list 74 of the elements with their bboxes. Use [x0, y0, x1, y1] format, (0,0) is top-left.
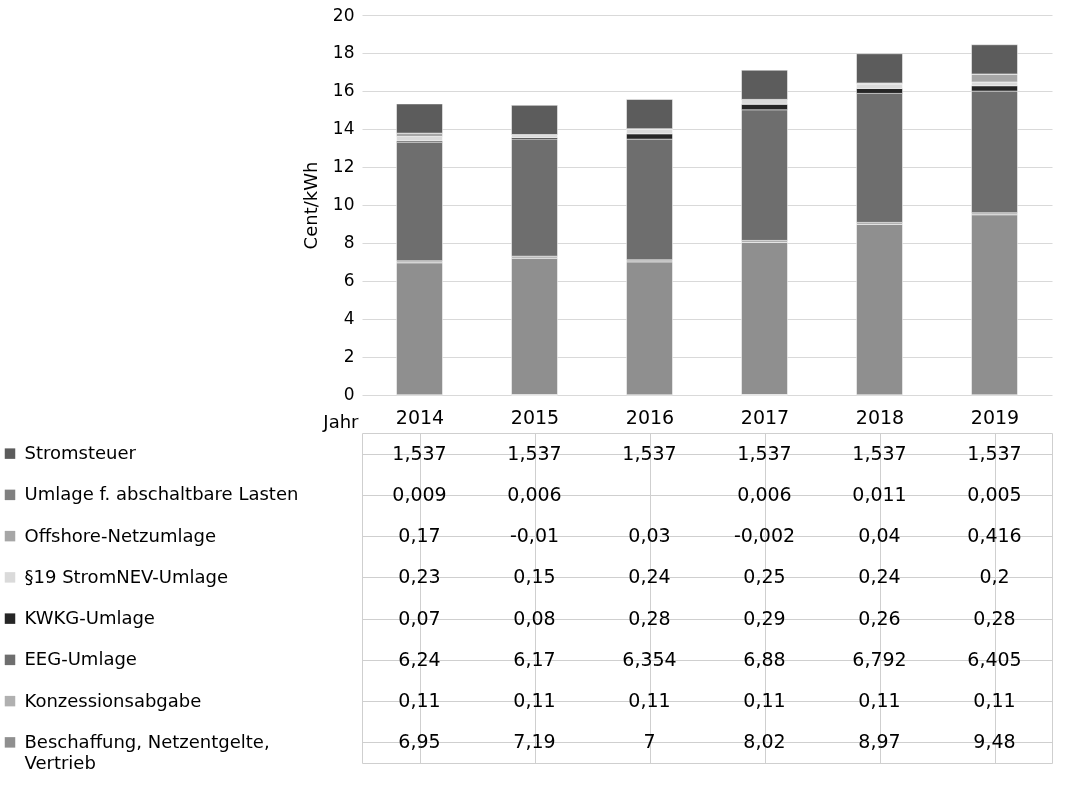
x-tick-label: 2018: [855, 405, 905, 428]
data-label: 0,11: [513, 689, 556, 712]
data-label: 0,006: [737, 482, 792, 505]
data-label: 6,792: [852, 647, 907, 670]
data-label: 7: [643, 730, 656, 753]
data-label: 0,009: [392, 482, 447, 505]
data-label: 0,24: [858, 565, 901, 588]
data-label: 0,15: [513, 565, 556, 588]
legend-label: §19 StromNEV-Umlage: [24, 565, 228, 587]
data-label: 6,95: [398, 730, 441, 753]
y-tick-label: 8: [343, 232, 355, 253]
data-label: 0,28: [973, 606, 1016, 629]
data-label: 8,97: [858, 730, 901, 753]
legend-label: Konzessionsabgabe: [24, 689, 202, 711]
data-label: 0,11: [858, 689, 901, 712]
data-label: 1,537: [737, 441, 792, 464]
data-label: 6,24: [398, 647, 441, 670]
data-label: 0,2: [979, 565, 1010, 588]
x-tick-label: 2015: [510, 405, 560, 428]
data-label: 0,005: [967, 482, 1022, 505]
x-tick-label: 2017: [740, 405, 790, 428]
data-label: 0,25: [743, 565, 786, 588]
data-label: 0,416: [967, 524, 1022, 547]
data-label: 1,537: [507, 441, 562, 464]
y-tick-label: 20: [332, 4, 355, 25]
data-label: 1,537: [852, 441, 907, 464]
x-axis-title: Jahr: [322, 410, 360, 432]
data-label: 0,11: [628, 689, 671, 712]
data-label: 0,08: [513, 606, 556, 629]
x-tick-label: 2016: [625, 405, 675, 428]
data-label: 0,29: [743, 606, 786, 629]
data-label: 1,537: [392, 441, 447, 464]
data-label: 0,11: [743, 689, 786, 712]
data-label: 6,17: [513, 647, 556, 670]
data-label: 0,07: [398, 606, 441, 629]
data-label: 1,537: [967, 441, 1022, 464]
y-tick-label: 16: [332, 80, 355, 101]
y-tick-label: 18: [332, 42, 355, 63]
data-label: 1,537: [622, 441, 677, 464]
legend-label: Beschaffung, Netzentgelte, Vertrieb: [24, 730, 270, 773]
x-tick-label: 2014: [395, 405, 445, 428]
legend-label: EEG-Umlage: [24, 648, 137, 670]
data-label: 0,03: [628, 524, 671, 547]
y-tick-label: 2: [343, 346, 355, 367]
data-label: 0,011: [852, 482, 907, 505]
legend-label: Umlage f. abschaltbare Lasten: [24, 483, 299, 505]
legend-label: Stromsteuer: [24, 442, 137, 464]
data-label: 0,24: [628, 565, 671, 588]
y-axis-title: Cent/kWh: [299, 161, 321, 250]
data-label: 0,17: [398, 524, 441, 547]
data-label: 6,405: [967, 647, 1022, 670]
data-label: 6,88: [743, 647, 786, 670]
data-label: -0,01: [509, 524, 560, 547]
y-tick-label: 6: [343, 270, 355, 291]
y-tick-label: 10: [332, 194, 355, 215]
data-label: 0,28: [628, 606, 671, 629]
data-label: -0,002: [733, 524, 796, 547]
data-label: 0,11: [398, 689, 441, 712]
y-tick-label: 0: [343, 384, 355, 405]
data-label: 0,26: [858, 606, 901, 629]
legend-label: KWKG-Umlage: [24, 607, 155, 629]
data-label: 9,48: [973, 730, 1016, 753]
legend-label: Offshore-Netzumlage: [24, 524, 216, 546]
y-tick-label: 4: [343, 308, 355, 329]
data-label: 6,354: [622, 647, 677, 670]
data-label: 0,04: [858, 524, 901, 547]
y-tick-label: 14: [332, 118, 355, 139]
y-tick-label: 12: [332, 156, 355, 177]
data-label: 0,23: [398, 565, 441, 588]
x-tick-label: 2019: [970, 405, 1020, 428]
data-label: 8,02: [743, 730, 786, 753]
data-label: 0,11: [973, 689, 1016, 712]
data-label: 0,006: [507, 482, 562, 505]
data-label: 7,19: [513, 730, 556, 753]
